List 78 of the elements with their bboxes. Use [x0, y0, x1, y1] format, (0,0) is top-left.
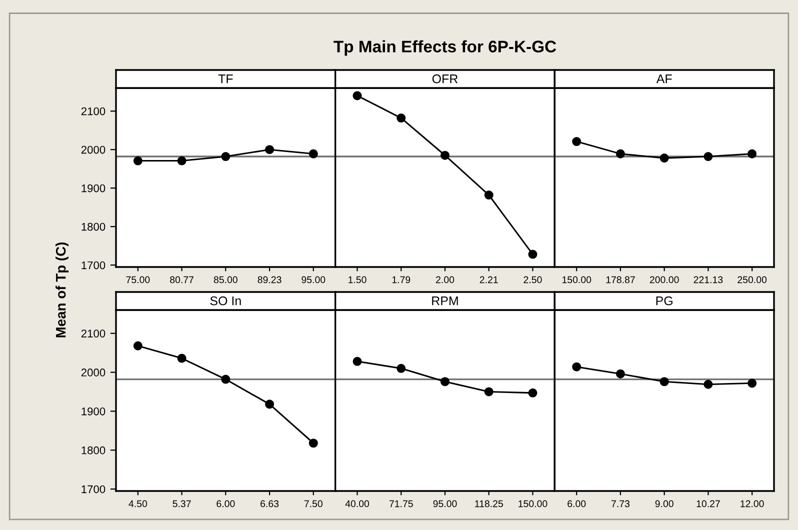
point [572, 362, 582, 372]
x-tick-label: 85.00 [214, 276, 238, 284]
point [528, 250, 538, 259]
x-tick-label: 4.50 [128, 500, 148, 508]
chart-subtitle: TF [218, 74, 233, 84]
point [572, 136, 582, 146]
x-tick-label: 10.27 [696, 500, 720, 508]
point [308, 149, 318, 158]
point [748, 149, 757, 158]
point [440, 150, 450, 160]
point [616, 149, 625, 158]
x-tick-label: 6.00 [216, 500, 235, 508]
x-tick-label: 1.79 [392, 276, 410, 284]
point [133, 156, 142, 166]
point [352, 91, 362, 100]
point [396, 114, 406, 123]
x-tick-label: 150.00 [562, 276, 592, 284]
y-tick-label: 1900 [82, 407, 106, 416]
point [221, 152, 230, 162]
x-tick-label: 2.50 [524, 276, 542, 284]
point [484, 387, 494, 396]
x-tick-label: 80.77 [170, 276, 194, 284]
chart-title: Tp Main Effects for 6P-K-GC [334, 40, 556, 56]
y-tick-label: 2100 [81, 107, 106, 116]
x-tick-label: 6.63 [260, 500, 279, 508]
y-axis-title: Mean of Tp (C) [56, 242, 68, 338]
x-tick-label: 118.25 [475, 500, 503, 508]
y-tick-label: 1700 [82, 485, 106, 494]
x-tick-label: 12.00 [740, 500, 764, 508]
point [704, 152, 713, 162]
chart-subtitle: OFR [432, 74, 458, 84]
x-tick-label: 150.00 [518, 500, 548, 508]
point [133, 341, 142, 350]
x-tick-label: 75.00 [126, 276, 150, 284]
y-tick-label: 1900 [82, 184, 106, 192]
chart-subtitle: RPM [432, 296, 458, 306]
point [265, 400, 274, 409]
x-tick-label: 6.00 [568, 500, 586, 508]
point [660, 154, 669, 163]
point [352, 356, 362, 366]
y-tick-label: 1800 [82, 446, 106, 454]
x-tick-label: 7.50 [304, 500, 322, 508]
point [748, 378, 757, 388]
x-tick-label: 7.73 [612, 500, 630, 508]
point [396, 364, 406, 373]
point [528, 388, 538, 398]
x-tick-label: 1.50 [348, 276, 366, 284]
y-tick-label: 2000 [81, 146, 106, 154]
x-tick-label: 178.87 [606, 276, 635, 284]
x-tick-label: 40.00 [345, 500, 370, 508]
point [308, 438, 318, 448]
point [660, 377, 669, 386]
x-tick-label: 9.00 [655, 500, 674, 508]
x-tick-label: 200.00 [650, 276, 679, 284]
x-tick-label: 2.21 [480, 276, 498, 284]
chart-subtitle: SO In [210, 296, 241, 306]
x-tick-label: 95.00 [302, 276, 326, 284]
x-tick-label: 71.75 [389, 500, 413, 508]
point [616, 369, 625, 378]
y-tick-label: 1800 [82, 222, 106, 231]
x-tick-label: 95.00 [433, 500, 457, 508]
chart-subtitle: PG [656, 296, 672, 306]
y-tick-label: 1700 [82, 261, 106, 270]
x-tick-label: 221.13 [694, 276, 723, 284]
y-tick-label: 2000 [81, 368, 106, 376]
point [704, 380, 713, 389]
point [177, 156, 186, 166]
x-tick-label: 250.00 [738, 276, 767, 284]
x-tick-label: 2.00 [436, 276, 454, 284]
point [265, 145, 274, 154]
point [484, 190, 494, 200]
point [440, 377, 450, 386]
chart-subtitle: AF [656, 74, 672, 84]
x-tick-label: 89.23 [258, 276, 282, 284]
point [177, 354, 186, 363]
x-tick-label: 5.37 [172, 500, 191, 508]
y-tick-label: 2100 [81, 330, 106, 338]
point [221, 374, 230, 384]
